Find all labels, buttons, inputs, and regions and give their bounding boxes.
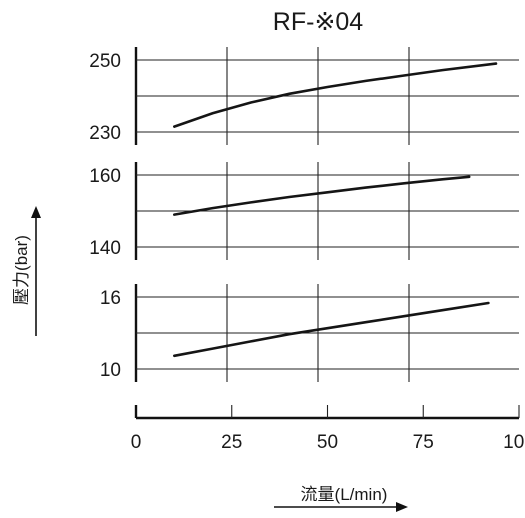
- x-tick-labels: 0 25 50 75 100: [131, 405, 525, 453]
- series-line: [173, 175, 471, 216]
- x-tick-label: 0: [131, 432, 142, 453]
- x-tick-label: 25: [221, 432, 242, 453]
- series-line: [173, 301, 490, 358]
- y-tick-label: 160: [89, 166, 121, 187]
- y-tick-label: 230: [89, 123, 121, 144]
- x-tick-label: 75: [413, 432, 434, 453]
- series-line: [173, 62, 498, 128]
- panel-2: 160 140: [89, 162, 519, 260]
- y-axis-label: 壓力(bar): [12, 235, 31, 305]
- panel-1: 250 230: [89, 47, 519, 145]
- y-tick-label: 140: [89, 238, 121, 259]
- x-tick-label: 100: [503, 432, 525, 453]
- y-tick-label: 250: [89, 51, 121, 72]
- x-tick-label: 50: [317, 432, 338, 453]
- y-tick-label: 10: [100, 360, 121, 381]
- y-tick-label: 16: [100, 288, 121, 309]
- x-axis: 0 25 50 75 100: [131, 405, 525, 453]
- y-label-arrowhead-icon: [31, 206, 41, 218]
- x-label-arrowhead-icon: [396, 502, 408, 512]
- chart-title: RF-※04: [273, 8, 364, 36]
- x-axis-label: 流量(L/min): [301, 485, 388, 504]
